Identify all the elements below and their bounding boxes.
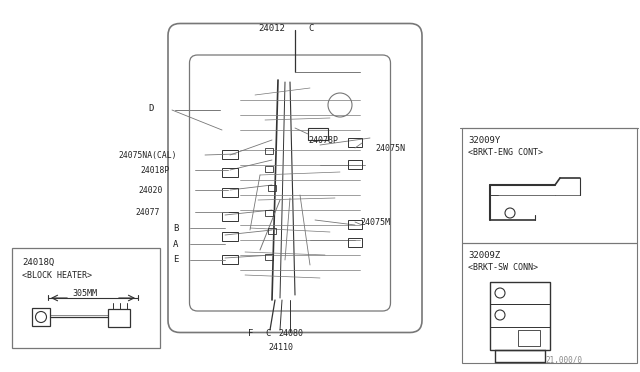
Text: 24020: 24020 <box>138 186 163 195</box>
Bar <box>32 308 50 326</box>
Bar <box>462 243 637 363</box>
Text: 32009Z: 32009Z <box>468 250 500 260</box>
Bar <box>222 212 238 221</box>
Text: A: A <box>173 240 179 248</box>
Bar <box>268 228 276 234</box>
Text: 24075M: 24075M <box>360 218 390 227</box>
Text: D: D <box>148 103 154 112</box>
Bar <box>348 238 362 247</box>
Text: 24078P: 24078P <box>308 135 338 144</box>
Text: 24075NA(CAL): 24075NA(CAL) <box>118 151 177 160</box>
Text: B: B <box>173 224 179 232</box>
Text: <BRKT-SW CONN>: <BRKT-SW CONN> <box>468 263 538 272</box>
Bar <box>462 128 637 243</box>
Bar <box>265 148 273 154</box>
Text: 24075N: 24075N <box>375 144 405 153</box>
Text: 24018P: 24018P <box>140 166 169 174</box>
Text: 24012: 24012 <box>258 23 285 32</box>
Text: 305MM: 305MM <box>72 289 97 298</box>
Text: 24077: 24077 <box>135 208 159 217</box>
Text: C: C <box>265 330 270 339</box>
Bar <box>268 185 276 191</box>
Bar <box>348 138 362 147</box>
Bar <box>518 330 540 346</box>
Text: C: C <box>308 23 314 32</box>
Text: 24018Q: 24018Q <box>22 257 54 266</box>
Bar <box>265 254 273 260</box>
Bar <box>12 248 160 348</box>
Bar <box>265 166 273 172</box>
Text: 21,000/0: 21,000/0 <box>545 356 582 365</box>
Bar <box>222 255 238 264</box>
Bar <box>490 304 550 327</box>
Text: 24110: 24110 <box>268 343 293 352</box>
Text: 24080: 24080 <box>278 330 303 339</box>
Bar <box>265 210 273 216</box>
Bar <box>222 188 238 197</box>
Text: <BLOCK HEATER>: <BLOCK HEATER> <box>22 272 92 280</box>
Bar <box>490 282 550 350</box>
Text: F: F <box>248 330 253 339</box>
Bar <box>348 160 362 169</box>
Bar <box>108 309 130 327</box>
Bar <box>348 220 362 229</box>
Bar <box>308 128 328 140</box>
Bar <box>222 232 238 241</box>
Text: <BRKT-ENG CONT>: <BRKT-ENG CONT> <box>468 148 543 157</box>
Bar <box>490 282 550 304</box>
Bar <box>222 168 238 177</box>
Bar <box>222 150 238 159</box>
Text: 32009Y: 32009Y <box>468 135 500 144</box>
Text: E: E <box>173 256 179 264</box>
